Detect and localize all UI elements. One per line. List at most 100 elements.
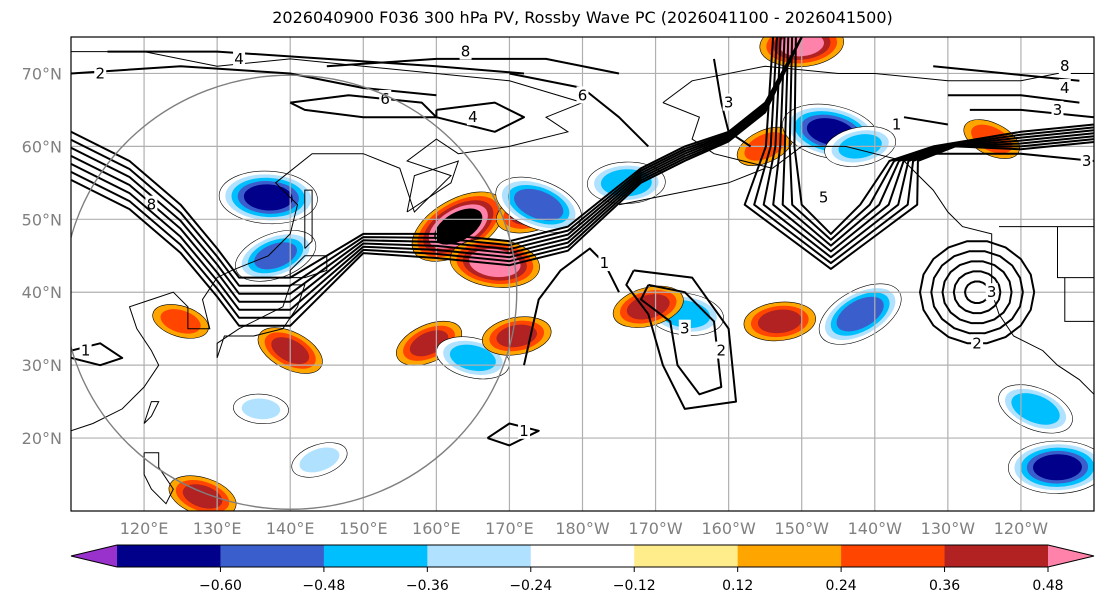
pv-contour [71, 37, 803, 287]
contour-label-bg [466, 108, 479, 126]
lat-tick-label: 30°N [22, 356, 62, 375]
anomaly-blob [152, 304, 209, 339]
coastline [143, 452, 174, 505]
map-frame [70, 36, 1095, 512]
pv-contour [930, 250, 1024, 335]
contour-label: 3 [1082, 152, 1092, 170]
contour-label: 4 [1060, 79, 1070, 97]
latitude-tick-labels: 70°N 60°N 50°N 40°N 30°N 20°N [22, 64, 62, 448]
lon-tick-label: 130°W [921, 519, 976, 538]
coastline [406, 160, 460, 213]
contour-label-bg [985, 283, 998, 301]
lon-tick-label: 140°E [266, 519, 315, 538]
colorbar-tick-label: 0.12 [722, 578, 753, 594]
pv-contour [903, 116, 949, 126]
anomaly-level [1011, 393, 1060, 425]
anomaly-level [182, 484, 223, 509]
anomaly-blob [495, 176, 582, 233]
anomaly-blob [291, 442, 348, 478]
great-circle [71, 74, 518, 510]
colorbar-segment [220, 545, 325, 567]
chart-title: 2026040900 F036 300 hPa PV, Rossby Wave … [272, 8, 893, 27]
contour-label-bg [1058, 79, 1071, 97]
contour-label-bg [1080, 151, 1093, 169]
pv-contour [772, 37, 1094, 253]
contour-label-bg [94, 64, 107, 82]
contour-label-bg [598, 254, 611, 272]
pv-contour [107, 50, 525, 75]
contour-label: 6 [578, 86, 588, 104]
colorbar-tick-label: −0.36 [406, 578, 449, 594]
anomaly-blob [168, 475, 237, 511]
contour-label-bg [715, 341, 728, 359]
pv-contour [71, 37, 803, 311]
pv-contour [918, 152, 1094, 162]
contour-label: 8 [1060, 57, 1070, 75]
lon-tick-label: 160°E [412, 519, 461, 538]
colorbar-segment [427, 545, 532, 567]
colorbar-segment [944, 545, 1049, 567]
coastline [71, 51, 585, 432]
colorbar-tick-label: 0.36 [929, 578, 960, 594]
colorbar-tick-label: −0.48 [302, 578, 345, 594]
colorbar-tick-label: −0.12 [613, 578, 656, 594]
anomaly-blob [998, 384, 1073, 434]
pv-contour [326, 57, 620, 75]
anomaly-level [496, 324, 538, 348]
anomaly-blob [743, 301, 816, 342]
lon-tick-label: 150°W [775, 519, 830, 538]
lat-tick-label: 20°N [22, 429, 62, 448]
contour-label: 1 [600, 254, 610, 272]
pv-contour [964, 280, 991, 304]
contour-label: 1 [519, 422, 529, 440]
colorbar-tick-label: 0.24 [826, 578, 857, 594]
lon-tick-label: 150°E [339, 519, 388, 538]
coastline [1064, 277, 1094, 322]
coastlines [71, 51, 1094, 505]
contour-label-bg [518, 421, 531, 439]
colorbar-segment [841, 545, 946, 567]
colorbar-extend-min [71, 545, 117, 567]
pv-contour [762, 37, 1094, 259]
colorbar-segment [530, 545, 635, 567]
contour-label: 4 [234, 50, 244, 68]
lon-tick-label: 160°W [701, 519, 756, 538]
pv-contour [71, 37, 803, 295]
pv-contour [969, 108, 1094, 119]
lon-tick-label: 170°W [628, 519, 683, 538]
anomaly-blob [482, 316, 552, 356]
pv-contour [71, 37, 803, 279]
colorbar-segment [323, 545, 428, 567]
pv-contour [713, 58, 752, 148]
anomaly-level [836, 296, 884, 332]
anomaly-level [449, 344, 496, 372]
colorbar-tick-label: −0.24 [509, 578, 552, 594]
pv-contour [933, 65, 1080, 82]
contour-label-bg [576, 86, 589, 104]
coastline [143, 401, 160, 424]
lon-tick-label: 130°E [193, 519, 242, 538]
great-circle-annotation [71, 74, 518, 510]
coastline [304, 189, 313, 249]
lat-tick-label: 60°N [22, 137, 62, 156]
colorbar-tick-label: −0.60 [199, 578, 242, 594]
anomaly-blob [1007, 440, 1094, 494]
contour-label: 2 [95, 64, 105, 82]
colorbar-extend-max [1048, 545, 1094, 567]
lon-tick-label: 120°E [120, 519, 169, 538]
pv-contour [625, 269, 737, 410]
lon-tick-label: 170°E [485, 519, 534, 538]
contour-label: 5 [819, 188, 829, 206]
pv-contour [640, 283, 723, 396]
pv-contour [919, 240, 1036, 345]
contour-label: 1 [81, 342, 91, 360]
anomaly-level [299, 447, 340, 473]
coastline [662, 102, 1094, 395]
contour-label: 3 [680, 320, 690, 338]
contour-label-bg [817, 188, 830, 206]
pv-contours: 8 5 3 2 3 2 2 4 6 4 8 6 3 1 8 4 3 1 3 1 1 [71, 37, 1094, 447]
colorbar-segment [634, 545, 739, 567]
longitude-tick-labels: 120°E 130°E 140°E 150°E 160°E 170°E 180°W 170°W… [120, 519, 1049, 538]
pv-contour [952, 270, 1002, 315]
